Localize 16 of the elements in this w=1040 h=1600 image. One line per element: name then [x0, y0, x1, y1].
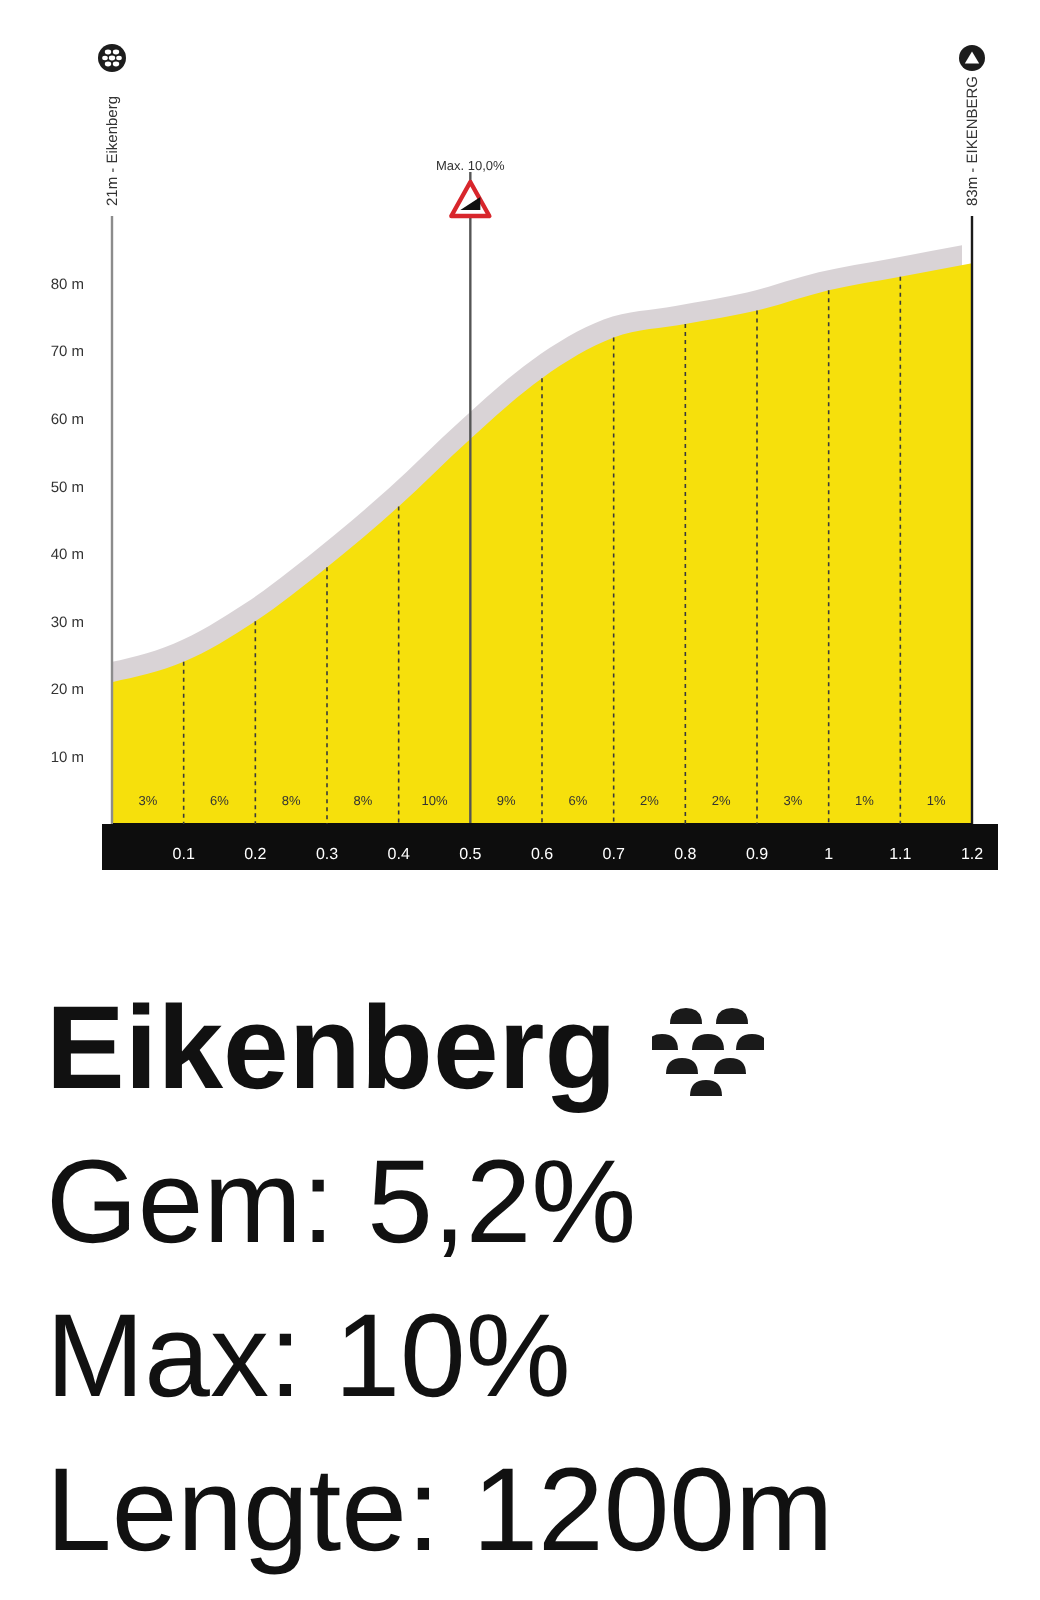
x-tick-label: 1.2: [960, 845, 985, 864]
text: Lengte: 1200m: [46, 1442, 836, 1580]
x-tick-label: 0.4: [387, 845, 411, 864]
x-tick-label: 0.1: [172, 845, 196, 864]
x-tick-label: 1.1: [889, 845, 913, 864]
x-tick-label: 0.9: [745, 845, 770, 864]
x-tick-label: 0.2: [244, 845, 268, 864]
x-tick-label: 0.3: [315, 845, 340, 864]
text: Eikenberg: [46, 980, 617, 1118]
x-tick-label: 0.7: [602, 845, 626, 864]
x-tick-label: 0.6: [530, 845, 555, 864]
text: Max: 10%: [46, 1288, 573, 1426]
x-tick-label: 1: [824, 845, 835, 864]
x-tick-label: 0.8: [674, 845, 698, 864]
text: Gem: 5,2%: [46, 1134, 639, 1272]
x-tick-label: 0.5: [459, 845, 483, 864]
